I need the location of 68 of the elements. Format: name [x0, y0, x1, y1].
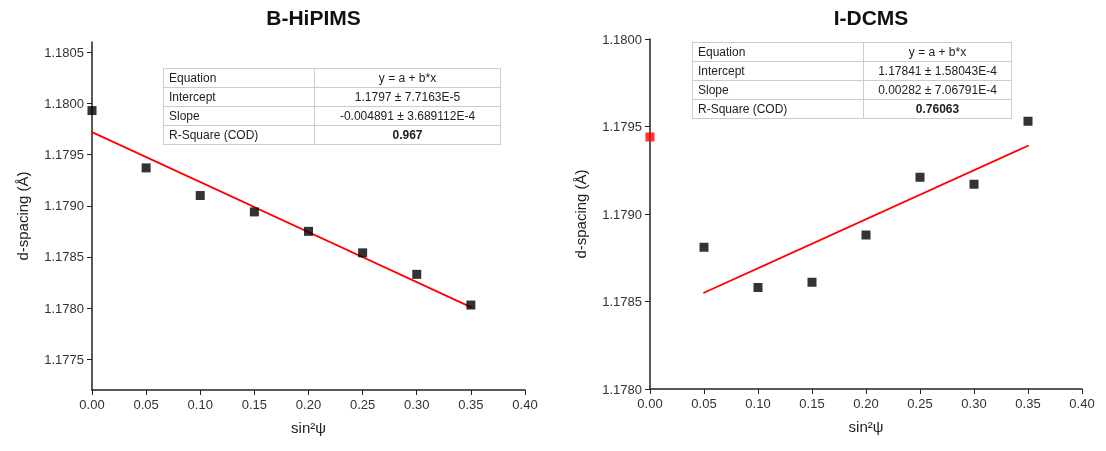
- point: [753, 283, 763, 292]
- annotation: Intercept: [692, 61, 864, 81]
- annotation: y = a + b*x: [863, 42, 1012, 62]
- point: [1023, 116, 1033, 126]
- y-tick-label: 1.1795: [44, 147, 84, 163]
- annotation: Intercept: [163, 87, 315, 107]
- x-tick-label: 0.15: [241, 397, 268, 412]
- point: [915, 172, 925, 182]
- y-tick-label: 1.1805: [44, 44, 84, 60]
- annotation: 0.76063: [863, 99, 1012, 119]
- y-tick-label: 1.1790: [602, 206, 642, 222]
- annotation: y = a + b*x: [314, 68, 501, 88]
- annotation: R-Square (COD): [692, 99, 864, 119]
- annotation: 0.00282 ± 7.06791E-4: [863, 80, 1012, 100]
- point: [358, 248, 368, 258]
- x-tick-label: 0.40: [512, 397, 538, 412]
- point: [861, 230, 871, 240]
- point: [141, 163, 151, 173]
- x-axis-title: sin²ψ: [848, 418, 884, 435]
- x-tick-label: 0.05: [691, 396, 717, 411]
- x-tick-label: 0.10: [745, 396, 771, 411]
- x-tick-label: 0.40: [1069, 396, 1095, 411]
- x-tick-label: 0.05: [133, 397, 159, 412]
- x-tick-label: 0.30: [404, 397, 430, 412]
- y-tick-label: 1.1795: [602, 119, 642, 134]
- point: [699, 242, 709, 252]
- annotation: 0.967: [314, 125, 501, 145]
- point: [645, 132, 655, 142]
- y-tick-label: 1.1790: [44, 198, 84, 214]
- annotation: R-Square (COD): [163, 125, 315, 145]
- point: [195, 191, 205, 201]
- x-tick-label: 0.25: [349, 397, 376, 412]
- x-tick-label: 0.35: [458, 397, 484, 412]
- chart-title: I-DCMS: [833, 6, 909, 29]
- point: [969, 179, 979, 189]
- point: [412, 269, 422, 279]
- x-axis-title: sin²ψ: [291, 419, 326, 436]
- y-axis-title: d-spacing (Å): [14, 171, 31, 261]
- annotation: Equation: [692, 42, 864, 62]
- y-tick-label: 1.1800: [44, 95, 84, 111]
- y-tick-label: 1.1800: [602, 31, 642, 47]
- annotation: Slope: [163, 106, 315, 126]
- point: [466, 300, 476, 310]
- point: [304, 226, 313, 236]
- x-tick-label: 0.35: [1015, 396, 1041, 411]
- annotation: 1.1797 ± 7.7163E-5: [314, 87, 501, 107]
- point: [807, 277, 817, 287]
- x-tick-label: 0.10: [187, 397, 213, 412]
- annotation: Equation: [163, 68, 315, 88]
- chart-title: B-HiPIMS: [266, 6, 361, 29]
- x-tick-label: 0.00: [637, 396, 663, 411]
- point: [87, 106, 97, 116]
- y-tick-label: 1.1780: [602, 381, 642, 397]
- x-tick-label: 0.15: [799, 396, 825, 411]
- y-tick-label: 1.1785: [44, 249, 84, 265]
- annotation: 1.17841 ± 1.58043E-4: [863, 61, 1012, 81]
- x-tick-label: 0.30: [961, 396, 987, 411]
- x-tick-label: 0.20: [853, 396, 879, 411]
- x-tick-label: 0.00: [79, 397, 105, 412]
- y-tick-label: 1.1780: [44, 300, 84, 316]
- y-axis-title: d-spacing (Å): [572, 169, 589, 259]
- annotation: Slope: [692, 80, 864, 100]
- x-tick-label: 0.20: [295, 397, 322, 412]
- point: [249, 207, 259, 217]
- y-tick-label: 1.1775: [44, 351, 84, 367]
- y-tick-label: 1.1785: [602, 294, 642, 309]
- annotation: -0.004891 ± 3.689112E-4: [314, 106, 501, 126]
- x-tick-label: 0.25: [907, 396, 933, 411]
